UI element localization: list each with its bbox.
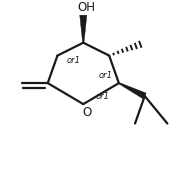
Text: O: O	[82, 106, 91, 120]
Text: or1: or1	[96, 92, 110, 100]
Polygon shape	[80, 15, 87, 43]
Text: or1: or1	[67, 56, 81, 65]
Text: OH: OH	[78, 1, 96, 14]
Text: or1: or1	[99, 71, 113, 79]
Polygon shape	[118, 83, 146, 99]
